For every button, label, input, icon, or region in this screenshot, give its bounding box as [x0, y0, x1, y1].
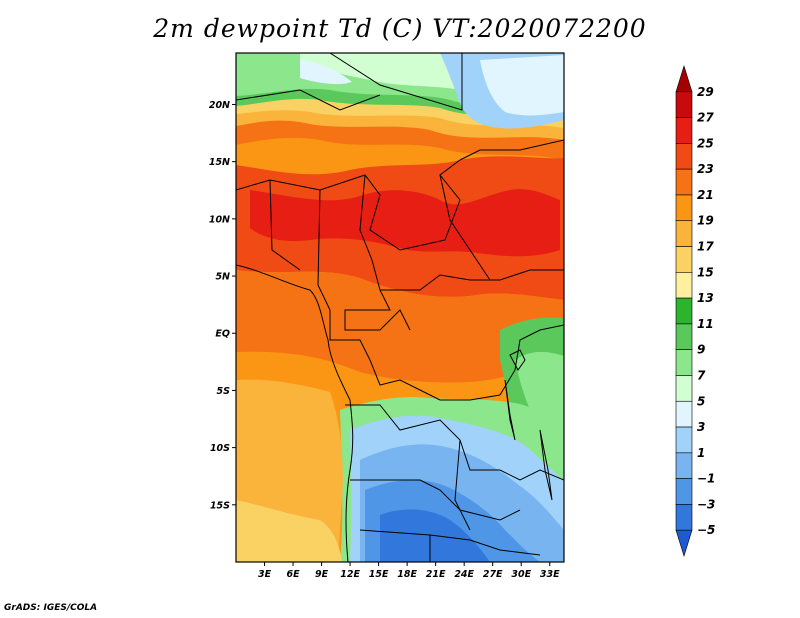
colorbar-swatch: [675, 504, 693, 531]
colorbar-swatch: [675, 400, 693, 428]
colorbar-legend: 29 27 25 23 21 19 17 15 13 11 9 7 5 3 1 −1 −3 −5: [675, 64, 715, 558]
lon-tick-label: 33E: [540, 569, 560, 580]
colorbar-swatch: [675, 323, 693, 350]
lat-tick-label: EQ: [215, 329, 230, 340]
colorbar-swatch: [675, 220, 693, 247]
credit-text: GrADS: IGES/COLA: [4, 603, 98, 613]
colorbar-label: 1: [697, 446, 705, 460]
colorbar-swatch: [675, 143, 693, 170]
lat-tick-label: 20N: [209, 100, 230, 111]
lon-tick-label: 18E: [397, 569, 417, 580]
dewpoint-field: [236, 53, 564, 562]
colorbar-label: 15: [697, 265, 714, 279]
lon-tick-label: 9E: [315, 569, 329, 580]
lon-tick-label: 3E: [258, 569, 272, 580]
colorbar-swatch: [675, 375, 693, 402]
map-title: 2m dewpoint Td (C) VT:2020072200: [153, 14, 647, 43]
colorbar-swatch: [675, 349, 693, 376]
colorbar-label: −1: [697, 472, 715, 486]
colorbar-swatch: [675, 91, 693, 118]
colorbar-label: 5: [697, 394, 705, 408]
colorbar-label: 19: [697, 214, 714, 228]
colorbar-swatch: [675, 452, 693, 479]
colorbar-label: 27: [697, 111, 714, 125]
colorbar-swatch: [675, 194, 693, 222]
colorbar-label: 13: [697, 291, 714, 305]
latitude-axis: 20N 15N 10N 5N EQ 5S 10S 15S: [209, 100, 236, 511]
colorbar-label: 29: [697, 85, 714, 99]
colorbar-swatch: [675, 64, 693, 93]
colorbar-label: −5: [697, 523, 715, 537]
lon-tick-label: 30E: [511, 569, 531, 580]
lat-tick-label: 15S: [210, 500, 230, 511]
lon-tick-label: 27E: [483, 569, 503, 580]
colorbar-label: −3: [697, 497, 715, 511]
colorbar-swatch: [675, 297, 693, 325]
lon-tick-label: 6E: [286, 569, 300, 580]
lat-tick-label: 5N: [215, 272, 230, 283]
colorbar-label: 7: [697, 368, 706, 382]
colorbar-label: 11: [697, 317, 714, 331]
colorbar-swatch: [675, 246, 693, 273]
country-borders: [236, 53, 564, 562]
colorbar-swatch: [675, 272, 693, 299]
colorbar-label: 25: [697, 136, 714, 150]
longitude-axis: 3E 6E 9E 12E 15E 18E 21E 24E 27E 30E 33E: [258, 562, 560, 580]
lat-tick-label: 10N: [209, 214, 230, 225]
lon-tick-label: 15E: [369, 569, 389, 580]
colorbar-label: 9: [697, 343, 705, 357]
lat-tick-label: 10S: [210, 443, 230, 454]
lon-tick-label: 12E: [340, 569, 360, 580]
colorbar-swatch: [675, 168, 693, 196]
colorbar-swatch: [675, 117, 693, 144]
colorbar-swatch: [675, 478, 693, 505]
lon-tick-label: 24E: [454, 569, 474, 580]
lat-tick-label: 5S: [217, 386, 231, 397]
colorbar-label: 3: [697, 420, 705, 434]
colorbar-label: 21: [697, 188, 714, 202]
lat-tick-label: 15N: [209, 157, 230, 168]
colorbar-swatch: [675, 426, 693, 454]
colorbar-label: 23: [697, 162, 714, 176]
lon-tick-label: 21E: [426, 569, 446, 580]
map-frame: [235, 52, 565, 563]
colorbar-swatch: [675, 529, 693, 558]
colorbar-label: 17: [697, 240, 714, 254]
